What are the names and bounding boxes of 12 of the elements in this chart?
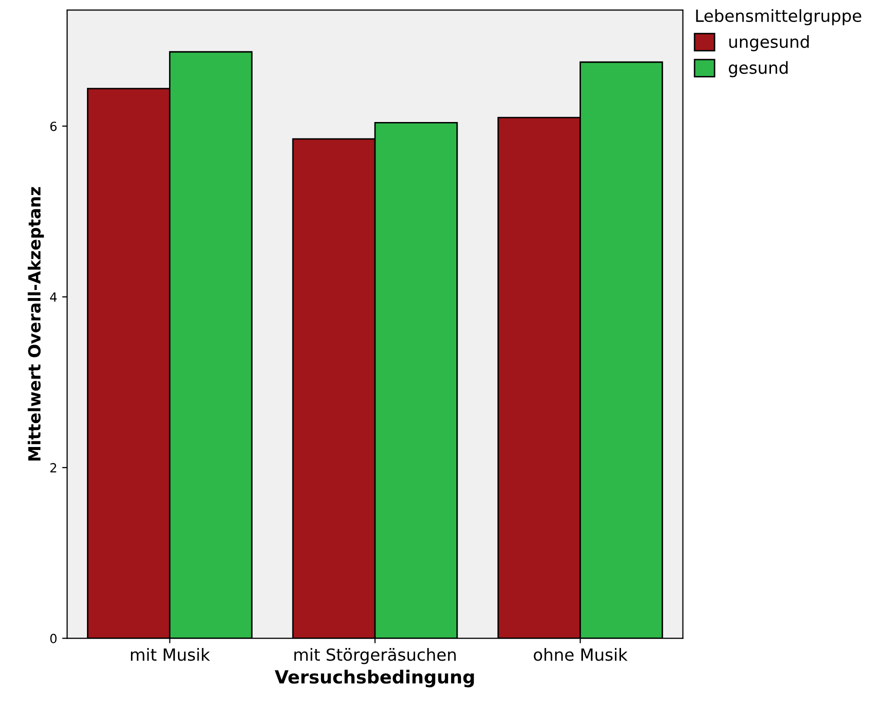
legend-label: gesund <box>728 61 788 78</box>
x-tick-label: ohne Musik <box>534 648 628 661</box>
x-tick-label: mit Störgeräsuchen <box>294 648 456 664</box>
x-axis-title: Versuchsbedingung <box>274 670 474 688</box>
y-tick-label: 0 <box>50 634 57 644</box>
y-tick-label: 2 <box>50 463 56 472</box>
y-tick-label: 4 <box>50 292 57 302</box>
y-tick-label: 6 <box>50 122 57 132</box>
legend-label: ungesund <box>729 35 809 52</box>
y-axis-title: Mittelwert Overall-Akzeptanz <box>28 187 44 461</box>
legend-title: Lebensmittelgruppe <box>696 9 862 26</box>
x-tick-label: mit Musik <box>130 648 210 661</box>
